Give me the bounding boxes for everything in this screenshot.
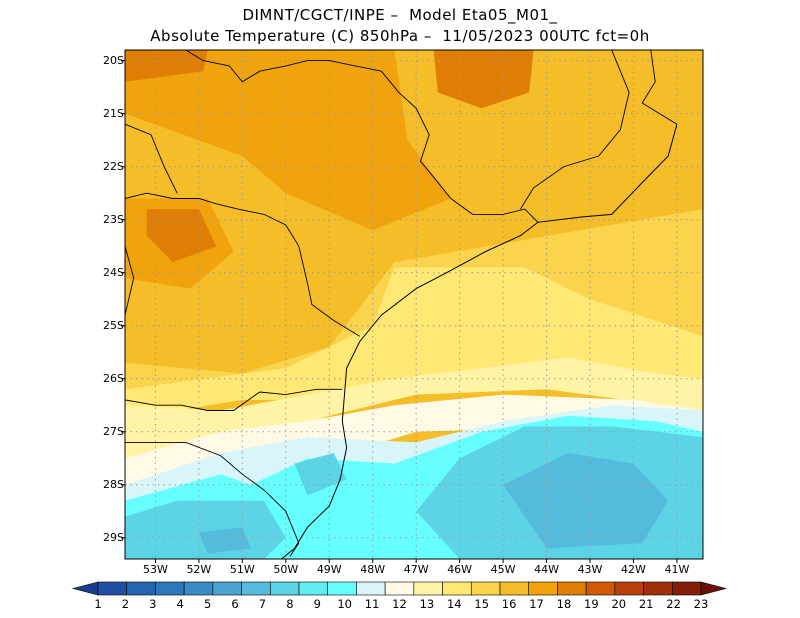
colorbar-swatch-16 xyxy=(499,581,530,596)
colorbar-label-13: 13 xyxy=(419,597,435,611)
colorbar-label-11: 11 xyxy=(364,597,380,611)
temperature-region-15 xyxy=(503,453,669,549)
colorbar-swatch-21 xyxy=(643,581,673,596)
colorbar-swatch-17 xyxy=(528,581,558,596)
colorbar-swatch-6 xyxy=(212,581,242,596)
lon-label-46W: 46W xyxy=(447,563,473,576)
colorbar xyxy=(71,581,728,596)
map-title-line-1: DIMNT/CGCT/INPE – Model Eta05_M01_ xyxy=(242,6,558,24)
colorbar-swatch-2 xyxy=(97,581,128,596)
colorbar-label-22: 22 xyxy=(666,597,681,611)
colorbar-swatch-11 xyxy=(356,581,386,596)
colorbar-swatch-9 xyxy=(298,581,329,596)
colorbar-swatch-15 xyxy=(470,581,501,596)
colorbar-swatch-23 xyxy=(700,581,728,596)
colorbar-label-4: 4 xyxy=(176,597,184,611)
lat-label-20S: 20S xyxy=(103,53,124,67)
colorbar-swatch-19 xyxy=(585,581,616,596)
lon-label-49W: 49W xyxy=(316,563,342,576)
temperature-region-16 xyxy=(198,527,251,554)
colorbar-swatch-5 xyxy=(183,581,214,596)
colorbar-swatch-4 xyxy=(155,581,185,596)
state-border-3 xyxy=(185,50,539,223)
colorbar-label-21: 21 xyxy=(638,597,654,611)
state-border-5 xyxy=(641,50,678,125)
lat-label-22S: 22S xyxy=(103,159,124,173)
temperature-region-13 xyxy=(125,500,286,559)
lon-label-42W: 42W xyxy=(621,563,646,576)
coastline xyxy=(281,124,678,559)
graticule xyxy=(125,50,703,559)
temperature-shading xyxy=(125,50,703,559)
colorbar-label-18: 18 xyxy=(556,597,572,611)
colorbar-swatch-12 xyxy=(384,581,415,596)
colorbar-label-5: 5 xyxy=(203,597,212,611)
colorbar-label-9: 9 xyxy=(313,597,321,611)
temperature-region-2 xyxy=(433,50,534,109)
lat-label-21S: 21S xyxy=(103,106,124,120)
colorbar-label-17: 17 xyxy=(529,597,544,611)
lat-label-28S: 28S xyxy=(103,477,124,491)
colorbar-swatch-10 xyxy=(327,581,357,596)
colorbar-label-19: 19 xyxy=(584,597,599,611)
colorbar-swatch-1 xyxy=(71,581,99,596)
axis-ticks xyxy=(121,60,678,563)
lon-label-53W: 53W xyxy=(142,563,168,576)
colorbar-swatch-8 xyxy=(269,581,300,596)
colorbar-swatch-13 xyxy=(413,581,443,596)
state-border-4 xyxy=(125,123,178,194)
colorbar-label-3: 3 xyxy=(149,597,157,611)
colorbar-label-14: 14 xyxy=(446,597,462,611)
lon-label-43W: 43W xyxy=(577,563,603,576)
lon-label-44W: 44W xyxy=(534,563,559,576)
lon-label-41W: 41W xyxy=(664,563,690,576)
colorbar-label-10: 10 xyxy=(337,597,352,611)
lon-label-50W: 50W xyxy=(273,563,299,576)
state-border-6 xyxy=(520,50,630,210)
temperature-region-7 xyxy=(125,267,703,411)
colorbar-swatch-7 xyxy=(241,581,271,596)
colorbar-swatch-14 xyxy=(442,581,472,596)
colorbar-swatch-3 xyxy=(126,581,156,596)
colorbar-label-16: 16 xyxy=(501,597,517,611)
lat-label-29S: 29S xyxy=(103,530,124,544)
colorbar-label-20: 20 xyxy=(611,597,627,611)
temperature-region-1 xyxy=(125,50,451,231)
lon-label-48W: 48W xyxy=(360,563,386,576)
state-border-2 xyxy=(125,192,360,337)
state-border-0 xyxy=(125,388,343,411)
lon-label-47W: 47W xyxy=(403,563,429,576)
map-title-line-2: Absolute Temperature (C) 850hPa – 11/05/… xyxy=(150,27,650,45)
colorbar-swatch-20 xyxy=(614,581,644,596)
boundaries xyxy=(125,50,678,559)
colorbar-label-1: 1 xyxy=(94,597,102,611)
colorbar-swatch-18 xyxy=(557,581,587,596)
state-border-7 xyxy=(125,246,135,316)
colorbar-label-8: 8 xyxy=(286,597,294,611)
colorbar-label-15: 15 xyxy=(474,597,490,611)
lat-label-23S: 23S xyxy=(103,212,124,226)
state-border-1 xyxy=(125,441,300,557)
lat-label-25S: 25S xyxy=(103,318,124,332)
colorbar-label-6: 6 xyxy=(231,597,239,611)
map-frame xyxy=(124,49,704,560)
temperature-region-3 xyxy=(125,50,208,82)
lat-label-26S: 26S xyxy=(103,371,124,385)
colorbar-label-2: 2 xyxy=(121,597,130,611)
colorbar-swatch-22 xyxy=(671,581,702,596)
lon-label-51W: 51W xyxy=(229,563,255,576)
lat-label-24S: 24S xyxy=(103,265,124,279)
lat-label-27S: 27S xyxy=(103,424,124,438)
colorbar-label-7: 7 xyxy=(258,597,267,611)
colorbar-label-23: 23 xyxy=(693,597,709,611)
colorbar-label-12: 12 xyxy=(392,597,407,611)
lon-label-45W: 45W xyxy=(490,563,516,576)
lon-label-52W: 52W xyxy=(186,563,212,576)
